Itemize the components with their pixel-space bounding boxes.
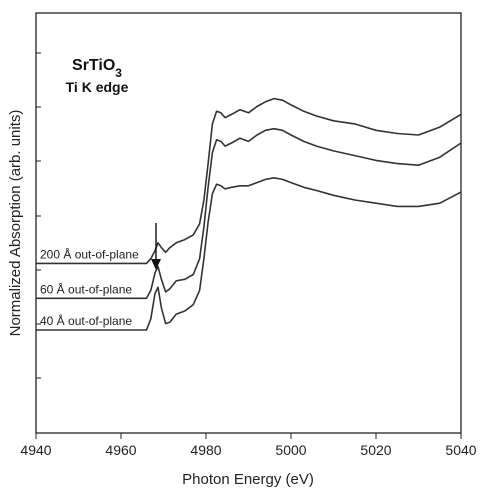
- curve-label-200A: 200 Å out-of-plane: [40, 246, 139, 261]
- x-tick-label: 5000: [275, 442, 306, 458]
- chart-title: SrTiO3: [72, 57, 122, 80]
- curve-label-40A: 40 Å out-of-plane: [40, 313, 132, 328]
- series-group: [36, 97, 462, 331]
- series-line-0: [36, 97, 462, 265]
- x-tick-label: 4960: [105, 442, 136, 458]
- pre-edge-arrow: [151, 223, 161, 270]
- x-tick-label: 4980: [190, 442, 221, 458]
- chart-subtitle: Ti K edge: [66, 79, 129, 95]
- y-axis-title: Normalized Absorption (arb. units): [7, 110, 24, 337]
- x-tick-label: 5040: [445, 442, 476, 458]
- chart-title-subscript: 3: [115, 66, 122, 80]
- chart-title-text: SrTiO: [72, 57, 115, 74]
- plot-frame: [35, 12, 462, 434]
- y-ticks: [36, 52, 41, 434]
- x-tick-label: 5020: [360, 442, 391, 458]
- x-axis-title: Photon Energy (eV): [182, 471, 314, 488]
- series-line-2: [36, 177, 462, 331]
- x-tick-label: 4940: [20, 442, 51, 458]
- arrow-head: [151, 259, 161, 270]
- series-line-1: [36, 127, 462, 300]
- curve-label-60A: 60 Å out-of-plane: [40, 281, 132, 296]
- x-axis: 4940 4960 4980 5000 5020 5040: [20, 433, 477, 458]
